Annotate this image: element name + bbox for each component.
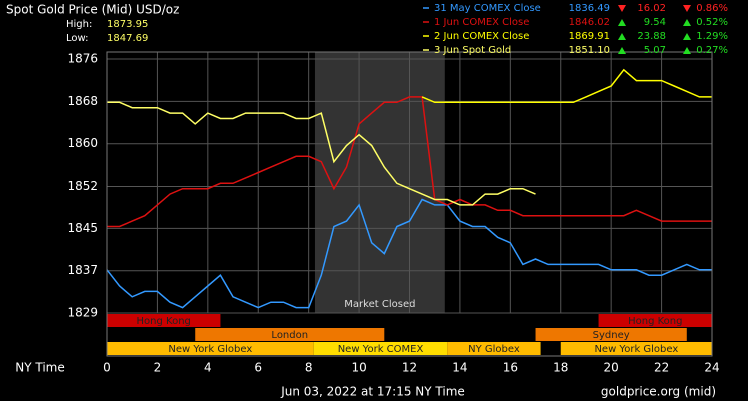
x-axis-label: NY Time bbox=[15, 361, 65, 375]
session-label: New York COMEX bbox=[338, 344, 424, 355]
y-tick-label: 1837 bbox=[67, 263, 98, 277]
trend-arrow bbox=[618, 19, 626, 26]
market-closed-label: Market Closed bbox=[344, 299, 415, 310]
trend-arrow bbox=[618, 33, 626, 40]
x-tick-label: 24 bbox=[704, 361, 719, 375]
x-tick-label: 0 bbox=[103, 361, 111, 375]
y-tick-label: 1860 bbox=[67, 136, 98, 150]
legend-name: 2 Jun COMEX Close bbox=[434, 31, 529, 42]
legend-name: 1 Jun COMEX Close bbox=[434, 17, 529, 28]
legend-close: 1869.91 bbox=[569, 31, 610, 42]
y-tick-label: 1868 bbox=[67, 94, 98, 108]
legend-close: 1851.10 bbox=[569, 45, 610, 56]
x-tick-label: 2 bbox=[154, 361, 162, 375]
trend-arrow bbox=[618, 47, 626, 54]
y-tick-label: 1845 bbox=[67, 221, 98, 235]
y-tick-label: 1876 bbox=[67, 52, 98, 66]
x-tick-label: 16 bbox=[503, 361, 518, 375]
series-line bbox=[107, 101, 536, 206]
legend-pct: 0.27% bbox=[696, 45, 728, 56]
legend-change: 5.07 bbox=[644, 45, 666, 56]
session-bar bbox=[107, 314, 221, 327]
x-tick-label: 6 bbox=[254, 361, 262, 375]
chart-title: Spot Gold Price (Mid) USD/oz bbox=[6, 3, 179, 17]
session-label: Sydney bbox=[593, 330, 630, 341]
x-tick-label: 12 bbox=[402, 361, 417, 375]
x-tick-label: 10 bbox=[351, 361, 366, 375]
y-tick-label: 1852 bbox=[67, 179, 98, 193]
source: goldprice.org (mid) bbox=[601, 385, 716, 399]
legend-close: 1836.49 bbox=[569, 3, 610, 14]
high-value: 1873.95 bbox=[107, 19, 148, 30]
trend-arrow bbox=[683, 19, 691, 26]
trend-arrow bbox=[618, 5, 626, 12]
legend-name: 31 May COMEX Close bbox=[434, 3, 541, 14]
legend-pct: 1.29% bbox=[696, 31, 728, 42]
series-line bbox=[107, 96, 712, 228]
trend-arrow bbox=[683, 33, 691, 40]
trend-arrow bbox=[683, 47, 691, 54]
low-value: 1847.69 bbox=[107, 33, 148, 44]
x-tick-label: 18 bbox=[553, 361, 568, 375]
session-bar bbox=[313, 342, 448, 355]
legend-close: 1846.02 bbox=[569, 17, 610, 28]
high-label: High: bbox=[66, 19, 92, 30]
trend-arrow bbox=[683, 5, 691, 12]
session-label: Hong Kong bbox=[137, 316, 191, 327]
x-tick-label: 20 bbox=[604, 361, 619, 375]
series-line bbox=[421, 68, 712, 104]
session-bar bbox=[195, 328, 385, 341]
x-tick-label: 4 bbox=[204, 361, 212, 375]
session-bar bbox=[535, 328, 687, 341]
x-tick-label: 8 bbox=[305, 361, 313, 375]
x-tick-label: 14 bbox=[452, 361, 467, 375]
session-label: New York Globex bbox=[594, 344, 678, 355]
series-line bbox=[106, 198, 712, 309]
session-label: New York Globex bbox=[168, 344, 252, 355]
legend-change: 16.02 bbox=[637, 3, 666, 14]
session-bar bbox=[447, 342, 541, 355]
legend-name: 3 Jun Spot Gold bbox=[434, 45, 511, 56]
legend-pct: 0.52% bbox=[696, 17, 728, 28]
footer: Jun 03, 2022 at 17:15 NY Time bbox=[280, 385, 465, 399]
x-tick-label: 22 bbox=[654, 361, 669, 375]
legend-change: 23.88 bbox=[637, 31, 666, 42]
session-bar bbox=[560, 342, 712, 355]
plot-frame bbox=[106, 51, 713, 357]
session-label: London bbox=[271, 330, 308, 341]
y-tick-label: 1829 bbox=[67, 306, 98, 320]
session-label: Hong Kong bbox=[628, 316, 682, 327]
session-bar bbox=[598, 314, 712, 327]
session-label: NY Globex bbox=[468, 344, 520, 355]
legend-pct: 0.86% bbox=[696, 3, 728, 14]
session-bar bbox=[107, 342, 314, 355]
legend-change: 9.54 bbox=[644, 17, 666, 28]
low-label: Low: bbox=[66, 33, 89, 44]
market-closed-shade bbox=[314, 52, 445, 313]
